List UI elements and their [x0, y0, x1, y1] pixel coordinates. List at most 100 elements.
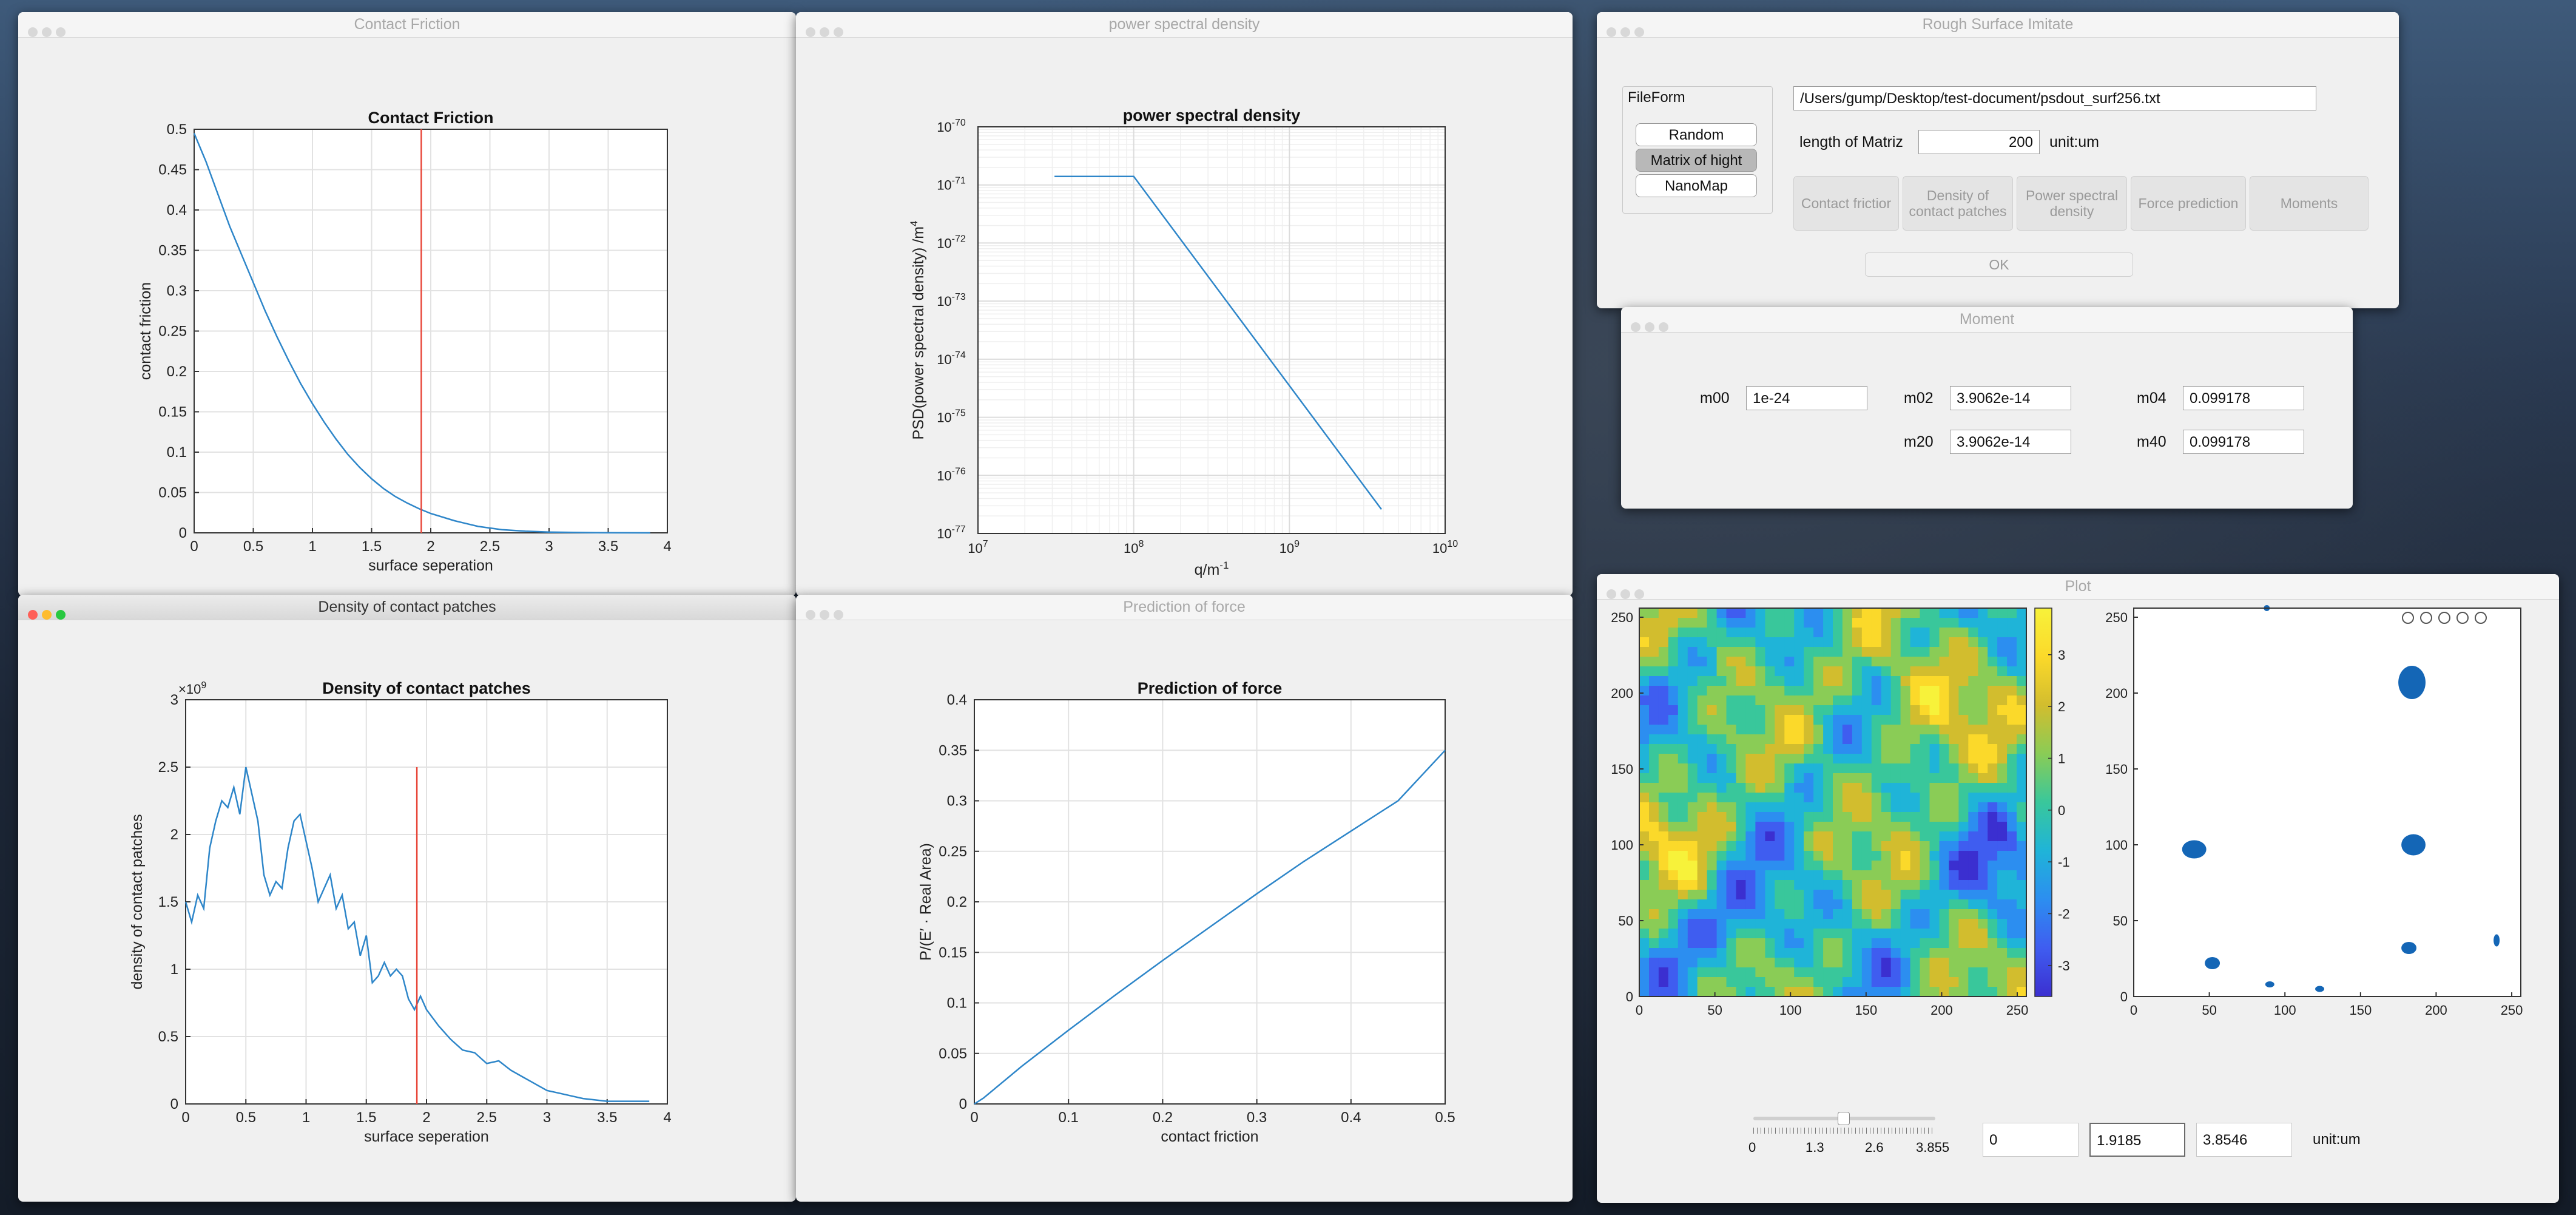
length-input[interactable]: 200	[1918, 130, 2040, 154]
y-tick-label: 0.05	[939, 1046, 967, 1062]
separation-slider[interactable]	[1753, 1112, 1935, 1134]
window-titlebar[interactable]: Density of contact patches	[18, 595, 796, 620]
close-icon[interactable]	[28, 610, 38, 620]
height-cell	[1697, 618, 1708, 628]
height-cell	[1677, 754, 1688, 764]
height-cell	[1997, 822, 2008, 832]
height-cell	[1784, 666, 1795, 677]
height-cell	[1794, 793, 1804, 803]
nanomap-option-button[interactable]: NanoMap	[1636, 174, 1757, 197]
height-cell	[1997, 744, 2008, 754]
height-cell	[1707, 938, 1718, 949]
window-titlebar[interactable]: Contact Friction	[18, 12, 796, 38]
m20-field[interactable]: 3.9062e-14	[1950, 430, 2071, 454]
ok-button[interactable]: OK	[1865, 252, 2133, 277]
height-cell	[1813, 812, 1824, 822]
axes-box	[194, 129, 668, 533]
close-icon[interactable]	[28, 27, 38, 37]
window-controls[interactable]	[806, 20, 848, 37]
height-cell	[1968, 938, 1978, 949]
window-controls[interactable]	[1607, 582, 1648, 599]
height-cell	[1833, 773, 1843, 783]
height-cell	[1697, 734, 1708, 745]
height-cell	[1726, 938, 1737, 949]
height-cell	[1988, 695, 1998, 706]
m02-field[interactable]: 3.9062e-14	[1950, 386, 2071, 410]
height-cell	[1639, 754, 1650, 764]
minimize-icon[interactable]	[1645, 322, 1654, 332]
slider-thumb[interactable]	[1838, 1112, 1850, 1125]
maximize-icon[interactable]	[1634, 27, 1644, 37]
height-cell	[1649, 793, 1659, 803]
maximize-icon[interactable]	[56, 610, 66, 620]
window-controls[interactable]	[1607, 20, 1648, 37]
height-cell	[1804, 783, 1814, 793]
m04-field[interactable]: 0.099178	[2183, 386, 2304, 410]
contact-friction-button[interactable]: Contact frictior	[1793, 176, 1899, 231]
moments-button[interactable]: Moments	[2250, 176, 2369, 231]
force-prediction-button[interactable]: Force prediction	[2131, 176, 2246, 231]
height-cell	[1697, 938, 1708, 949]
height-cell	[1823, 919, 1833, 929]
minimize-icon[interactable]	[1620, 589, 1630, 599]
height-cell	[1988, 802, 1998, 813]
window-title: Rough Surface Imitate	[1922, 16, 2074, 33]
height-cell	[1861, 909, 1872, 919]
window-controls[interactable]	[1631, 315, 1673, 332]
minimize-icon[interactable]	[820, 27, 829, 37]
height-cell	[1871, 725, 1882, 735]
window-titlebar[interactable]: power spectral density	[796, 12, 1573, 38]
maximize-icon[interactable]	[1634, 589, 1644, 599]
close-icon[interactable]	[806, 610, 815, 620]
minimize-icon[interactable]	[1620, 27, 1630, 37]
window-titlebar[interactable]: Prediction of force	[796, 595, 1573, 620]
height-cell	[1997, 802, 2008, 813]
height-cell	[1842, 773, 1853, 783]
file-path-field[interactable]: /Users/gump/Desktop/test-document/psdout…	[1793, 86, 2316, 110]
random-option-button[interactable]: Random	[1636, 123, 1757, 146]
max-field[interactable]: 3.8546	[2196, 1123, 2292, 1157]
window-titlebar[interactable]: Plot	[1597, 574, 2559, 600]
height-cell	[1775, 773, 1785, 783]
close-icon[interactable]	[1607, 589, 1616, 599]
m40-field[interactable]: 0.099178	[2183, 430, 2304, 454]
pan-hand-icon[interactable]	[2420, 612, 2432, 624]
home-icon[interactable]	[2475, 612, 2487, 624]
m00-field[interactable]: 1e-24	[1746, 386, 1867, 410]
value-field[interactable]: 1.9185	[2089, 1123, 2185, 1157]
maximize-icon[interactable]	[834, 27, 843, 37]
window-titlebar[interactable]: Rough Surface Imitate	[1597, 12, 2399, 38]
window-controls[interactable]	[806, 603, 848, 620]
export-icon[interactable]	[2402, 612, 2414, 624]
close-icon[interactable]	[806, 27, 815, 37]
height-cell	[1765, 841, 1775, 851]
maximize-icon[interactable]	[834, 610, 843, 620]
window-controls[interactable]	[28, 20, 70, 37]
minimize-icon[interactable]	[42, 610, 52, 620]
height-cell	[1736, 715, 1747, 725]
m04-label: m04	[2137, 390, 2166, 407]
height-cell	[1707, 793, 1718, 803]
window-controls[interactable]	[28, 603, 70, 620]
height-cell	[1697, 676, 1708, 686]
height-cell	[1939, 705, 1950, 716]
matrix-option-button[interactable]: Matrix of hight	[1636, 149, 1757, 172]
height-cell	[1716, 637, 1727, 648]
window-titlebar[interactable]: Moment	[1621, 307, 2353, 333]
minimize-icon[interactable]	[42, 27, 52, 37]
height-cell	[1890, 899, 1901, 910]
height-cell	[1765, 919, 1775, 929]
maximize-icon[interactable]	[56, 27, 66, 37]
psd-button[interactable]: Power spectral density	[2017, 176, 2127, 231]
height-cell	[1910, 909, 1921, 919]
maximize-icon[interactable]	[1659, 322, 1668, 332]
minimize-icon[interactable]	[820, 610, 829, 620]
height-cell	[1794, 695, 1804, 706]
close-icon[interactable]	[1631, 322, 1640, 332]
zoom-in-icon[interactable]	[2438, 612, 2450, 624]
zoom-out-icon[interactable]	[2456, 612, 2469, 624]
density-button[interactable]: Density of contact patches	[1903, 176, 2013, 231]
close-icon[interactable]	[1607, 27, 1616, 37]
min-field[interactable]: 0	[1983, 1123, 2079, 1157]
height-cell	[1784, 647, 1795, 657]
